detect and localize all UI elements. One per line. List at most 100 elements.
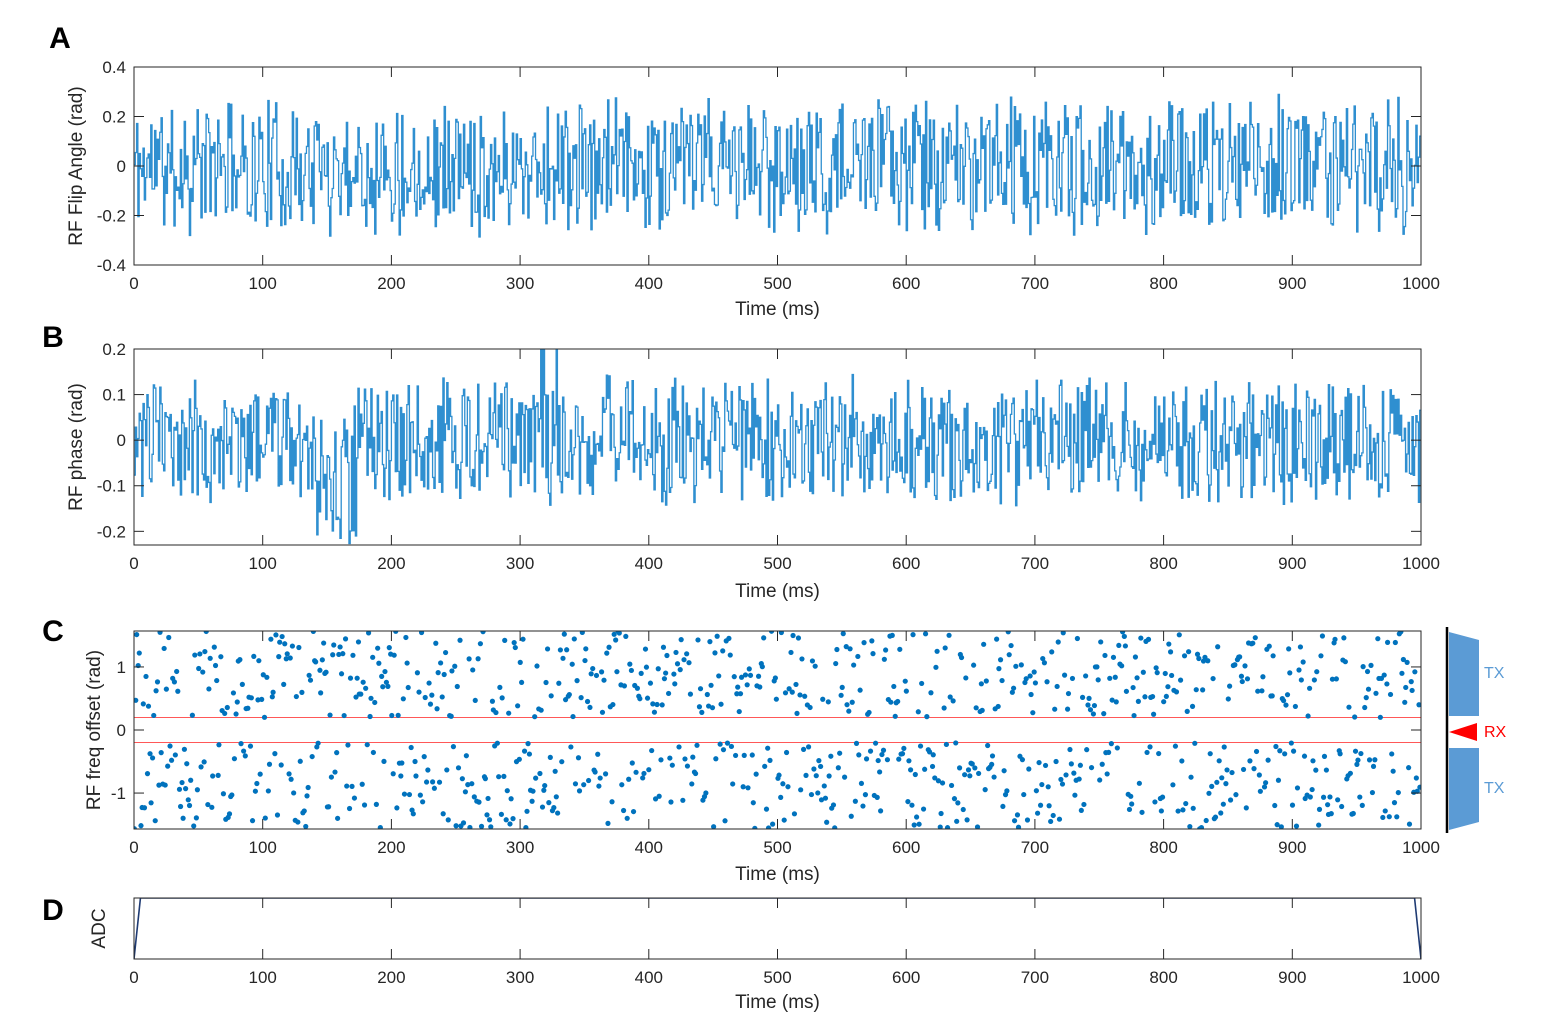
plot-c-point [404, 660, 410, 666]
plot-d-xtick-label: 600 [892, 968, 920, 987]
plot-c-point [405, 684, 411, 691]
plot-c-point [943, 741, 950, 748]
plot-c-point [994, 636, 1000, 642]
plot-c-point [1253, 748, 1260, 755]
plot-c-point [501, 773, 507, 779]
plot-c-point [1132, 654, 1139, 660]
plot-c-point [908, 767, 914, 773]
plot-c-point [168, 757, 175, 763]
plot-c-point [1309, 786, 1315, 793]
plot-c-point [812, 663, 818, 669]
plot-a-xtick-label: 100 [249, 274, 277, 293]
plot-c-point [1266, 643, 1272, 649]
plot-c-point [1061, 672, 1068, 678]
plot-a-xtick-label: 0 [129, 274, 138, 293]
plot-c-point [358, 691, 364, 697]
plot-c-point [152, 818, 158, 824]
plot-c-point [1306, 685, 1313, 691]
plot-c-point [1364, 668, 1371, 675]
plot-c-point [1049, 649, 1055, 655]
plot-c-point [157, 631, 163, 635]
plot-c-point [442, 649, 449, 656]
plot-c-point [502, 637, 508, 643]
plot-c-point [740, 784, 746, 790]
plot-c-point [1297, 644, 1304, 650]
plot-c-point [571, 636, 577, 642]
plot-c-point [1044, 679, 1050, 685]
plot-c-point [347, 675, 354, 681]
plot-c-point [231, 756, 238, 762]
plot-c-point [824, 819, 830, 825]
plot-c-point [293, 693, 299, 700]
plot-c-point [1083, 673, 1089, 679]
plot-c-point [860, 803, 866, 809]
plot-c-point [778, 631, 784, 636]
plot-c-point [180, 815, 186, 821]
plot-c-point [791, 811, 798, 817]
plot-c-point [759, 664, 765, 670]
plot-c-point [972, 765, 978, 771]
plot-c-point [1392, 639, 1398, 646]
plot-c-point [504, 788, 510, 794]
plot-c-point [630, 808, 637, 815]
plot-c-point [1087, 707, 1094, 713]
plot-c-point [1196, 655, 1202, 662]
plot-c-point [395, 712, 401, 718]
plot-c-point [1381, 672, 1387, 678]
plot-c-point [1394, 814, 1400, 820]
plot-c-point [846, 708, 852, 714]
plot-c-point [851, 662, 857, 668]
plot-c-point [1123, 688, 1130, 694]
plot-c-point [1055, 639, 1061, 645]
plot-c-point [1307, 794, 1313, 800]
plot-c-point [1135, 698, 1141, 704]
tx-lower-label: TX [1484, 780, 1505, 797]
plot-c-point [1078, 807, 1084, 814]
plot-c-point [149, 755, 156, 761]
plot-c-point [420, 799, 426, 805]
plot-c-point [1414, 788, 1420, 794]
plot-c-point [383, 679, 390, 685]
plot-c-point [1028, 691, 1034, 698]
plot-c-point [586, 777, 592, 784]
plot-c-point [134, 826, 137, 829]
plot-c-point [647, 680, 654, 686]
plot-c-point [790, 632, 796, 639]
plot-c-point [832, 825, 838, 829]
plot-c-point [346, 805, 353, 812]
plot-a-xtick-label: 200 [377, 274, 405, 293]
plot-c-point [750, 800, 756, 806]
plot-c-point [1332, 636, 1338, 642]
plot-b-series-line [134, 349, 1421, 545]
plot-c-point [874, 794, 880, 800]
plot-c-point [523, 825, 529, 829]
plot-c-point [689, 781, 695, 787]
plot-c-point [1175, 808, 1181, 814]
plot-c-point [519, 679, 525, 686]
plot-c-point [778, 794, 784, 800]
plot-c-point [875, 757, 881, 764]
plot-c-point [1339, 803, 1345, 810]
plot-c-point [870, 651, 876, 657]
plot-c-point [713, 756, 719, 762]
plot-c-point [1021, 791, 1027, 798]
plot-c-point [282, 641, 288, 647]
plot-c-point [644, 695, 651, 701]
plot-c-point [427, 701, 434, 707]
plot-c-point [287, 655, 293, 661]
plot-c-point [1014, 812, 1021, 818]
plot-c-point [520, 636, 526, 642]
plot-c-point [542, 782, 548, 789]
plot-c-point [853, 740, 860, 746]
plot-c-point [200, 669, 206, 675]
plot-c-point [884, 757, 891, 763]
tx-upper-shape [1449, 632, 1479, 716]
plot-c-point [1192, 740, 1198, 746]
plot-c-point [1229, 769, 1235, 776]
plot-c-point [726, 635, 732, 642]
plot-c-point [991, 774, 997, 780]
plot-c-point [541, 787, 547, 793]
plot-c-point [445, 817, 451, 823]
plot-c-point [641, 770, 647, 777]
plot-c-point [564, 647, 570, 653]
